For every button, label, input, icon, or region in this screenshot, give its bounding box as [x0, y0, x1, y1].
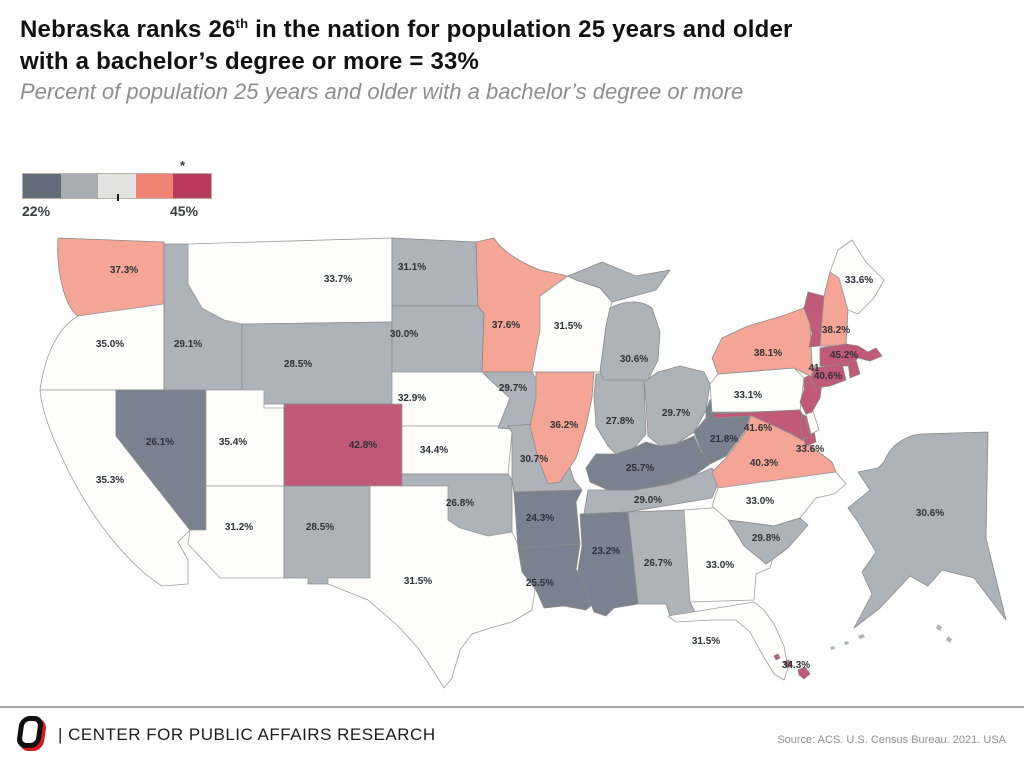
state-CT — [809, 363, 847, 389]
state-value-label-ID: 29.1% — [174, 339, 202, 350]
source-citation: Source: ACS. U.S. Census Bureau. 2021. U… — [777, 734, 1006, 746]
state-value-label-ND: 31.1% — [398, 262, 426, 273]
state-value-label-MD: 41.6% — [744, 423, 772, 434]
state-value-label-ME: 33.6% — [845, 275, 873, 286]
state-value-label-NY: 38.1% — [754, 348, 782, 359]
state-MT — [187, 237, 393, 325]
state-value-label-MT: 33.7% — [324, 274, 352, 285]
state-HI — [773, 653, 811, 680]
state-value-label-VA: 40.3% — [750, 458, 778, 469]
state-value-label-DE: 33.6% — [796, 444, 824, 455]
state-value-label-FL: 31.5% — [692, 636, 720, 647]
state-value-label-MO: 30.7% — [520, 454, 548, 465]
state-value-label-UT: 35.4% — [219, 437, 247, 448]
state-value-label-CO: 42.8% — [349, 440, 377, 451]
state-value-label-KY: 25.7% — [626, 463, 654, 474]
state-value-label-WY: 28.5% — [284, 359, 312, 370]
state-WA — [57, 237, 165, 317]
state-value-label-PA: 33.1% — [734, 390, 762, 401]
state-OH — [643, 365, 711, 447]
state-value-label-MS: 23.2% — [592, 546, 620, 557]
state-RI — [847, 359, 861, 379]
legend-swatch-darkest — [23, 174, 61, 198]
state-FL — [667, 601, 789, 681]
state-value-label-IL: 36.2% — [550, 420, 578, 431]
state-AK — [847, 431, 1007, 629]
legend-swatch-salmon — [135, 174, 174, 198]
legend-nebraska-tick — [117, 194, 119, 201]
state-value-label-MN: 37.6% — [492, 320, 520, 331]
state-VT — [803, 291, 825, 348]
us-choropleth-map: 37.3% 35.0% 35.3% 26.1% 29.1% 33.7% 28.5% 35.4%… — [12, 222, 1012, 707]
us-map-svg: 37.3% 35.0% 35.3% 26.1% 29.1% 33.7% 28.5% 35.4%… — [39, 237, 1007, 689]
legend-footnote-asterisk: * — [180, 158, 186, 173]
state-IL — [529, 371, 595, 485]
state-IN — [593, 371, 647, 455]
state-CA — [39, 389, 191, 587]
state-WY — [241, 321, 393, 405]
state-value-label-AK: 30.6% — [916, 508, 944, 519]
footer: | CENTER FOR PUBLIC AFFAIRS RESEARCH Sou… — [0, 708, 1024, 768]
color-scale-legend: * 22% 45% — [22, 158, 242, 223]
state-NC — [711, 471, 847, 527]
state-TX — [327, 485, 537, 689]
state-value-label-NE: 32.9% — [398, 393, 426, 404]
title-superscript: th — [235, 16, 249, 31]
legend-min-label: 22% — [22, 203, 51, 219]
state-value-label-AL: 26.7% — [644, 558, 672, 569]
state-value-label-SC: 29.8% — [752, 533, 780, 544]
state-value-label-TX: 31.5% — [404, 576, 432, 587]
title-block: Nebraska ranks 26th in the nation for po… — [20, 14, 1010, 105]
state-value-label-WA: 37.3% — [110, 265, 138, 276]
state-value-label-OR: 35.0% — [96, 339, 124, 350]
state-CO — [283, 403, 403, 487]
uno-logo-icon — [15, 716, 48, 754]
state-value-label-KS: 34.4% — [420, 445, 448, 456]
state-NM — [283, 485, 371, 585]
state-ME — [829, 239, 885, 315]
state-value-label-SD: 30.0% — [390, 329, 418, 340]
state-value-label-LA: 25.5% — [526, 578, 554, 589]
state-KY — [585, 435, 711, 491]
legend-swatch-crimson — [173, 174, 211, 198]
state-value-label-IN: 27.8% — [606, 416, 634, 427]
state-value-label-CT: 40.6% — [814, 371, 842, 382]
state-value-label-CA: 35.3% — [96, 475, 124, 486]
state-value-label-OH: 29.7% — [662, 408, 690, 419]
island-shapes-0 — [830, 624, 952, 650]
legend-swatch-row — [22, 173, 212, 201]
page-subtitle: Percent of population 25 years and older… — [20, 79, 744, 105]
page-title-line2: with a bachelor’s degree or more = 33% — [20, 47, 480, 75]
state-value-label-MA: 45.2% — [830, 350, 858, 361]
state-value-label-WV: 21.8% — [710, 434, 738, 445]
legend-swatch-gray — [60, 174, 99, 198]
state-value-label-MI: 30.6% — [620, 354, 648, 365]
state-value-label-AR: 24.3% — [526, 513, 554, 524]
state-MI — [567, 261, 671, 381]
state-value-label-GA: 33.0% — [706, 560, 734, 571]
footer-branding: | CENTER FOR PUBLIC AFFAIRS RESEARCH — [15, 716, 436, 754]
state-value-label-NJ: 41 — [808, 363, 820, 374]
footer-divider-line — [0, 706, 1024, 708]
legend-swatch-light — [98, 174, 136, 198]
page-title: Nebraska ranks 26th in the nation for po… — [20, 16, 793, 43]
state-SC — [727, 517, 809, 565]
legend-max-label: 45% — [170, 203, 199, 219]
state-value-label-TN: 29.0% — [634, 495, 662, 506]
state-value-label-WI: 31.5% — [554, 321, 582, 332]
state-value-label-NH: 38.2% — [822, 325, 850, 336]
state-AR — [513, 489, 583, 549]
state-KS — [401, 425, 513, 475]
legend-labels: 22% 45% — [22, 203, 242, 223]
state-value-label-IA: 29.7% — [499, 383, 527, 394]
state-value-label-NC: 33.0% — [746, 496, 774, 507]
state-value-label-NM: 28.5% — [306, 522, 334, 533]
state-value-label-AZ: 31.2% — [225, 522, 253, 533]
footer-org-name: | CENTER FOR PUBLIC AFFAIRS RESEARCH — [58, 725, 436, 744]
state-value-label-OK: 26.8% — [446, 498, 474, 509]
state-value-label-NV: 26.1% — [146, 437, 174, 448]
state-value-label-HI: 34.3% — [782, 660, 810, 671]
